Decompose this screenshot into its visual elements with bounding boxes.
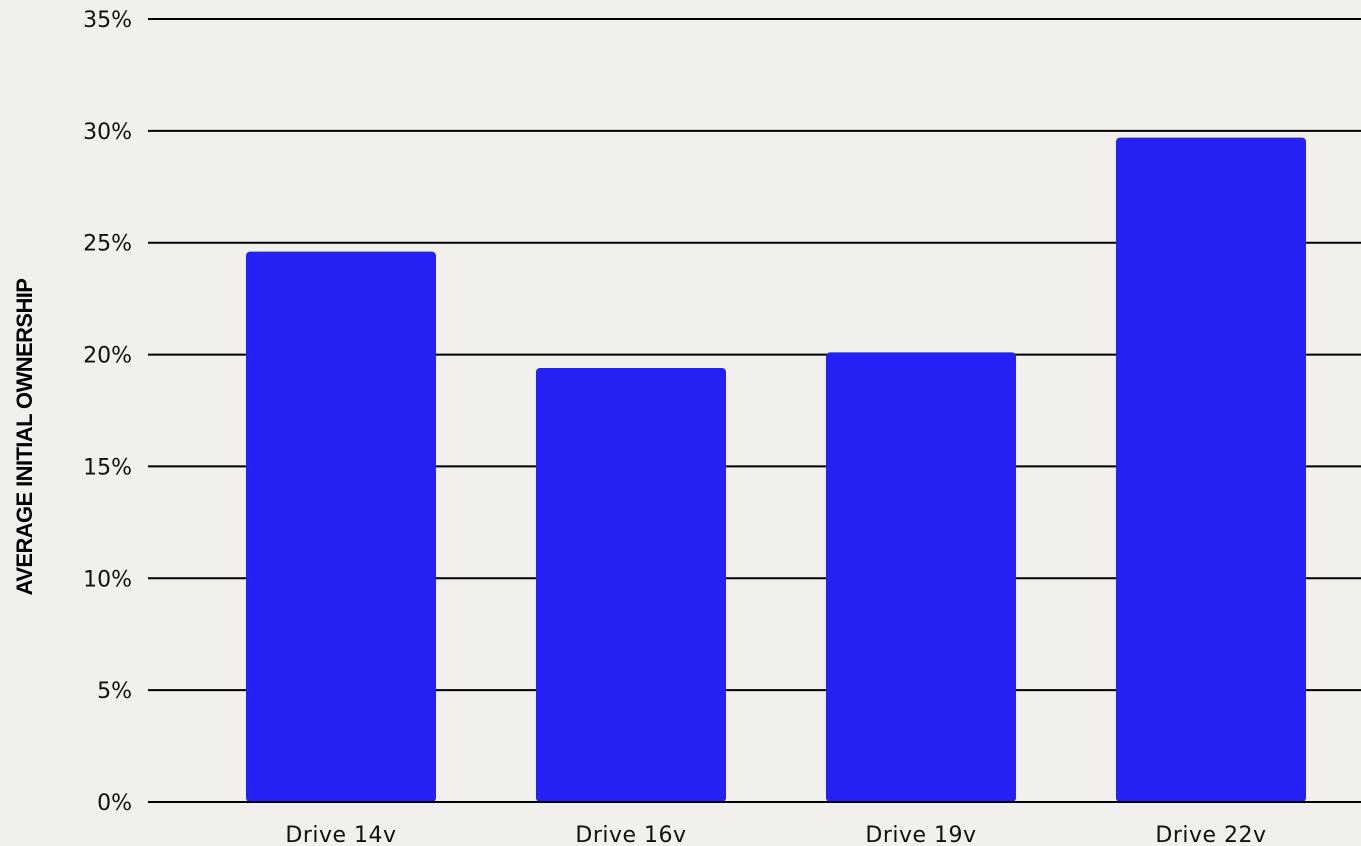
x-axis-categories: Drive 14v Drive 16v Drive 19v Drive 22v [285,823,1266,846]
y-tick-label: 20% [83,344,132,369]
bars [148,137,1361,803]
x-category-label: Drive 16v [575,823,686,846]
y-tick-label: 15% [83,455,132,480]
bar-drive-22v [1116,137,1306,802]
y-tick-label: 35% [83,8,132,33]
y-axis-label: AVERAGE INITIAL OWNERSHIP [12,279,37,596]
x-category-label: Drive 14v [285,823,396,846]
y-axis-ticks: 0% 5% 10% 15% 20% 25% 30% 35% [83,8,132,816]
y-tick-label: 10% [83,567,132,592]
x-category-label: Drive 22v [1155,823,1266,846]
bar-drive-14v [246,251,436,803]
y-tick-label: 30% [83,120,132,145]
bar-drive-16v [536,367,726,802]
x-category-label: Drive 19v [865,823,976,846]
y-tick-label: 5% [97,679,132,704]
y-tick-label: 0% [97,791,132,816]
y-tick-label: 25% [83,232,132,257]
bar-drive-19v [826,352,1016,802]
